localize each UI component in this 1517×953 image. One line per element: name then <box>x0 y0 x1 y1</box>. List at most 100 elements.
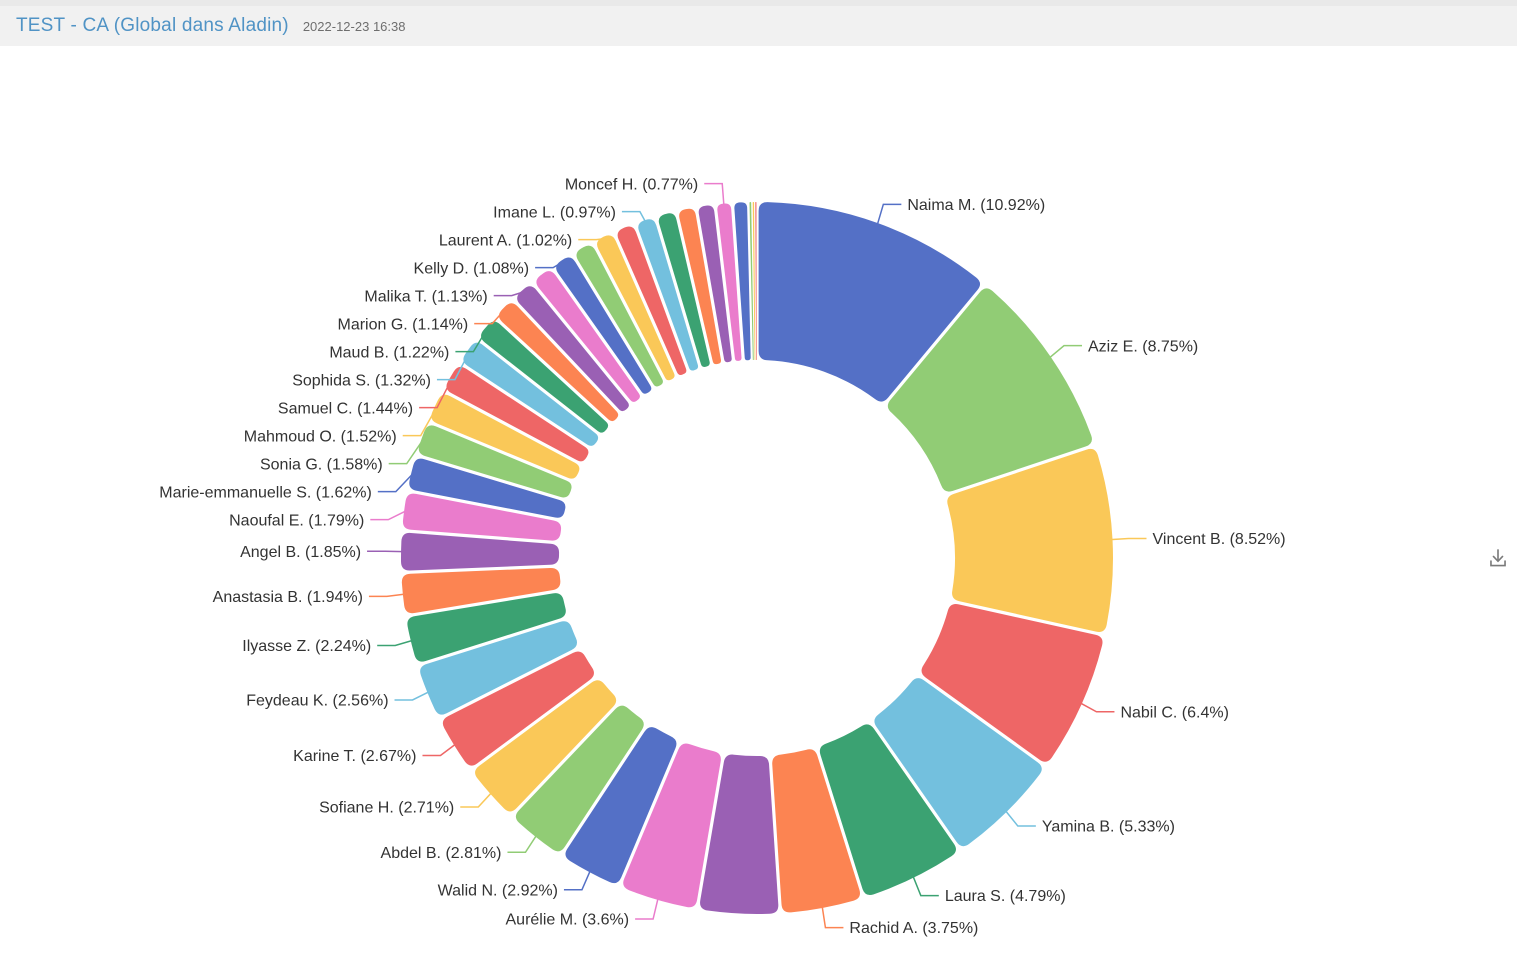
pie-segment-32[interactable] <box>658 213 710 367</box>
segment-label-line <box>402 406 438 437</box>
pie-segment-sonia-g[interactable] <box>418 425 572 498</box>
segment-label: Nabil C. (6.4%) <box>1120 704 1228 721</box>
pie-segment-30[interactable] <box>617 226 687 375</box>
segment-label: Malika T. (1.13%) <box>364 288 487 305</box>
pie-segment-laura-s[interactable] <box>819 724 956 896</box>
segment-label: Marion G. (1.14%) <box>337 316 468 333</box>
pie-segment-marie-emmanuelle-s[interactable] <box>409 458 566 518</box>
segment-label-line <box>912 875 939 897</box>
pie-segment-naoufal-e[interactable] <box>402 493 562 541</box>
pie-segment-karine-t[interactable] <box>442 651 594 766</box>
pie-segment-naima-m[interactable] <box>758 202 981 402</box>
pie-segment-ilyasse-z[interactable] <box>407 593 566 662</box>
pie-segment-mahmoud-o[interactable] <box>431 394 580 479</box>
segment-label: Imane L. (0.97%) <box>493 204 616 221</box>
pie-segment-sophida-s[interactable] <box>463 342 599 446</box>
pie-segment-aur-lie-m[interactable] <box>623 743 721 908</box>
pie-segment-7[interactable] <box>700 754 779 915</box>
pie-segment-39[interactable] <box>755 202 757 360</box>
widget-header: TEST - CA (Global dans Aladin) 2022-12-2… <box>0 0 1517 46</box>
pie-segment-samuel-c[interactable] <box>446 366 589 462</box>
pie-segment-vincent-b[interactable] <box>947 448 1114 632</box>
segment-label-line <box>388 438 425 465</box>
segment-label: Samuel C. (1.44%) <box>278 400 413 417</box>
pie-segment-angel-b[interactable] <box>400 532 560 571</box>
segment-label-line <box>635 897 659 920</box>
pie-segment-28[interactable] <box>576 245 663 387</box>
pie-segment-marion-g[interactable] <box>499 303 619 422</box>
segment-label-line <box>493 291 524 297</box>
segment-label-line <box>1048 344 1083 359</box>
segment-label-line <box>621 210 647 223</box>
segment-label-line <box>1004 809 1036 827</box>
segment-label: Laura S. (4.79%) <box>945 888 1066 905</box>
segment-label: Sonia G. (1.58%) <box>260 456 383 473</box>
pie-segment-sofiane-h[interactable] <box>475 680 617 812</box>
segment-label: Vincent B. (8.52%) <box>1153 531 1286 548</box>
segment-label-line <box>377 639 413 647</box>
segment-label-line <box>876 203 902 226</box>
download-icon <box>1490 549 1506 567</box>
segment-label: Maud B. (1.22%) <box>329 344 449 361</box>
segment-label: Moncef H. (0.77%) <box>565 176 698 193</box>
segment-label-line <box>474 308 506 325</box>
segment-label: Marie-emmanuelle S. (1.62%) <box>159 484 372 501</box>
segment-label: Karine T. (2.67%) <box>293 748 416 765</box>
pie-segment-34[interactable] <box>698 205 732 363</box>
segment-label-line <box>455 328 488 353</box>
pie-segment-38[interactable] <box>752 202 756 361</box>
segment-label-line <box>1079 702 1115 713</box>
segment-label: Anastasia B. (1.94%) <box>213 589 363 606</box>
segment-label: Naoufal E. (1.79%) <box>229 512 364 529</box>
segment-label-line <box>704 182 725 206</box>
download-button[interactable] <box>1485 544 1513 572</box>
pie-segment-malika-t[interactable] <box>517 286 629 412</box>
pie-segment-anastasia-b[interactable] <box>401 567 561 614</box>
segment-label-line <box>535 261 564 269</box>
segment-label-line <box>419 376 454 409</box>
segment-label: Abdel B. (2.81%) <box>381 845 502 862</box>
segment-label: Naima M. (10.92%) <box>907 197 1045 214</box>
segment-label-line <box>370 510 407 521</box>
pie-segment-26[interactable] <box>536 271 640 402</box>
pie-segment-36[interactable] <box>734 202 751 361</box>
pie-segment-imane-l[interactable] <box>638 219 699 371</box>
segment-label: Sophida S. (1.32%) <box>292 372 431 389</box>
segment-label: Yamina B. (5.33%) <box>1042 819 1175 836</box>
segment-label-line <box>563 870 592 891</box>
segment-label: Aurélie M. (3.6%) <box>506 912 630 929</box>
pie-segment-feydeau-k[interactable] <box>420 621 578 715</box>
segment-label: Rachid A. (3.75%) <box>849 920 978 937</box>
pie-segment-kelly-d[interactable] <box>556 257 652 394</box>
segment-label-line <box>377 472 414 493</box>
segment-label-line <box>821 905 844 929</box>
segment-label: Sofiane H. (2.71%) <box>319 800 454 817</box>
pie-segment-nabil-c[interactable] <box>921 604 1103 762</box>
segment-label-line <box>368 593 405 598</box>
pie-segment-laurent-a[interactable] <box>597 235 675 381</box>
widget-title: TEST - CA (Global dans Aladin) <box>16 15 289 36</box>
segment-label: Angel B. (1.85%) <box>240 544 361 561</box>
pie-segment-abdel-b[interactable] <box>515 705 644 852</box>
pie-segment-yamina-b[interactable] <box>874 678 1042 847</box>
segment-label-line <box>394 690 430 701</box>
segment-label: Kelly D. (1.08%) <box>414 260 530 277</box>
segment-label: Laurent A. (1.02%) <box>439 232 572 249</box>
pie-segment-37[interactable] <box>749 202 754 361</box>
segment-label: Ilyasse Z. (2.24%) <box>242 638 371 655</box>
segment-label: Mahmoud O. (1.52%) <box>244 428 397 445</box>
pie-segment-maud-b[interactable] <box>481 321 609 433</box>
segment-label: Feydeau K. (2.56%) <box>246 693 388 710</box>
pie-segment-walid-n[interactable] <box>565 727 677 884</box>
segment-label-line <box>436 351 471 381</box>
segment-label-line <box>1110 537 1147 541</box>
pie-segment-rachid-a[interactable] <box>772 749 860 913</box>
segment-label-line <box>507 834 538 854</box>
pie-segment-moncef-h[interactable] <box>717 203 742 361</box>
pie-segment-aziz-e[interactable] <box>887 288 1092 492</box>
segment-label-line <box>460 791 493 808</box>
widget-timestamp: 2022-12-23 16:38 <box>302 18 406 34</box>
pie-segment-33[interactable] <box>679 208 722 365</box>
